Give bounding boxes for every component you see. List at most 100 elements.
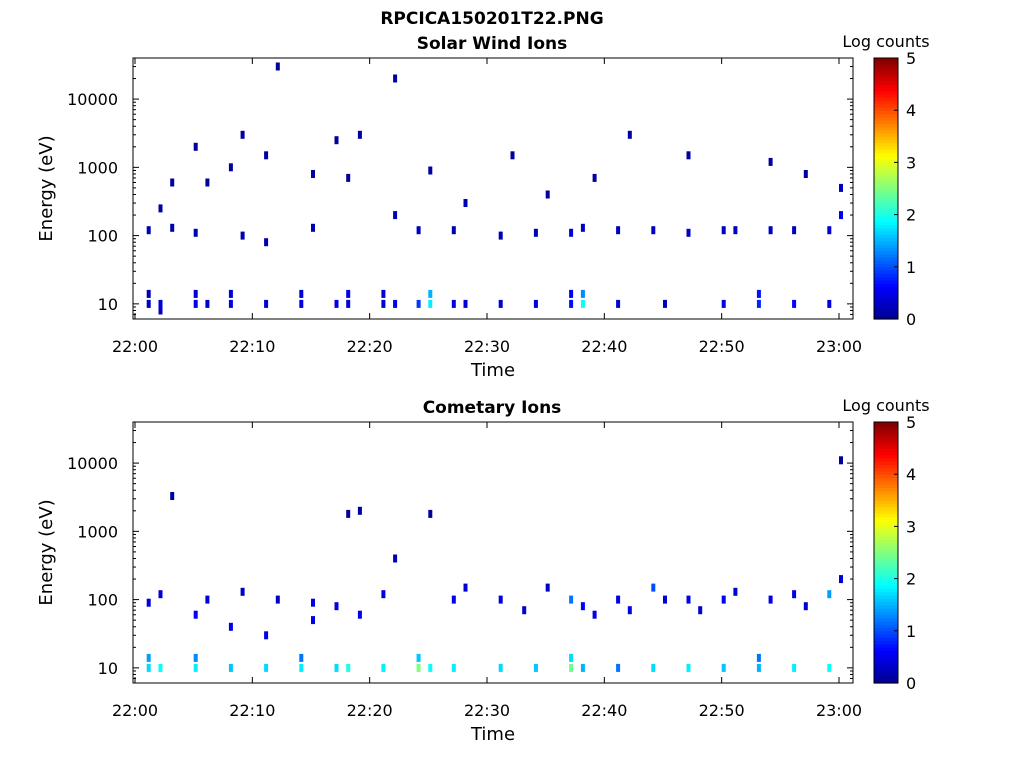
heatmap-cell xyxy=(311,616,315,625)
heatmap-cell xyxy=(193,142,198,151)
colorbar-segment xyxy=(874,90,898,95)
heatmap-cell xyxy=(580,663,585,672)
colorbar-segment xyxy=(874,523,898,527)
colorbar-segment xyxy=(874,87,898,92)
x-tick-label: 22:20 xyxy=(347,337,393,356)
colorbar-segment xyxy=(874,510,898,514)
figure-title: RPCICA150201T22.PNG xyxy=(380,9,603,29)
heatmap-cell xyxy=(651,663,656,672)
colorbar-segment xyxy=(874,237,898,242)
colorbar-segment xyxy=(874,428,898,433)
heatmap-cell xyxy=(264,631,269,640)
colorbar-segment xyxy=(874,542,898,547)
heatmap-cell xyxy=(381,663,386,672)
x-tick-label: 22:30 xyxy=(464,337,510,356)
plot-frame xyxy=(132,421,854,684)
heatmap-cell xyxy=(193,289,198,298)
colorbar-segment xyxy=(874,588,898,593)
heatmap-cell xyxy=(357,506,362,515)
colorbar-segment xyxy=(874,289,898,294)
colorbar-segment xyxy=(874,650,898,655)
heatmap-cell xyxy=(275,595,280,604)
colorbar-tick-label: 5 xyxy=(906,413,916,432)
colorbar-segment xyxy=(874,601,898,606)
heatmap-cell xyxy=(686,663,691,672)
colorbar-segment xyxy=(874,526,898,531)
heatmap-cell xyxy=(264,151,269,160)
heatmap-cell xyxy=(627,130,632,139)
heatmap-cell xyxy=(839,183,843,192)
colorbar-segment xyxy=(874,653,898,658)
colorbar-segment xyxy=(874,133,898,137)
colorbar-segment xyxy=(874,438,898,443)
colorbar-segment xyxy=(874,84,898,88)
colorbar-segment xyxy=(874,477,898,482)
colorbar-segment xyxy=(874,208,898,212)
colorbar-segment xyxy=(874,243,898,248)
colorbar-segment xyxy=(874,103,898,108)
heatmap-cell xyxy=(240,130,245,139)
colorbar-segment xyxy=(874,591,898,596)
heatmap-cell xyxy=(686,595,691,604)
heatmap-cell xyxy=(569,289,574,298)
colorbar-segment xyxy=(874,594,898,599)
colorbar-tick-label: 2 xyxy=(906,206,916,225)
colorbar-segment xyxy=(874,113,898,118)
heatmap-cell xyxy=(193,653,198,662)
colorbar-segment xyxy=(874,240,898,245)
colorbar-segment xyxy=(874,451,898,456)
x-tick-label: 22:00 xyxy=(112,337,158,356)
heatmap-cell xyxy=(839,575,843,584)
panel-title: Cometary Ions xyxy=(423,398,562,418)
colorbar-segment xyxy=(874,270,898,274)
colorbar-segment xyxy=(874,490,898,495)
heatmap-cell xyxy=(158,204,163,213)
colorbar-segment xyxy=(874,58,898,62)
x-tick-label: 23:00 xyxy=(816,701,862,720)
colorbar-segment xyxy=(874,299,898,304)
colorbar-segment xyxy=(874,260,898,265)
heatmap-cell xyxy=(839,456,843,465)
colorbar-frame xyxy=(873,421,899,684)
heatmap-cell xyxy=(393,299,398,308)
y-tick-label: 100 xyxy=(87,227,118,246)
colorbar-segment xyxy=(874,555,898,560)
heatmap-cell xyxy=(170,178,175,187)
colorbar-segment xyxy=(874,97,898,102)
heatmap-cell xyxy=(545,583,550,592)
colorbar-segment xyxy=(874,614,898,619)
panel-title: Solar Wind Ions xyxy=(417,34,568,54)
colorbar-segment xyxy=(874,611,898,616)
heatmap-cell xyxy=(569,595,574,604)
colorbar-segment xyxy=(874,656,898,661)
heatmap-cell xyxy=(393,554,398,563)
colorbar-segment xyxy=(874,214,898,219)
heatmap-cell xyxy=(827,226,832,235)
colorbar-segment xyxy=(874,64,898,69)
heatmap-cell xyxy=(428,663,433,672)
heatmap-cell xyxy=(768,157,773,166)
colorbar-segment xyxy=(874,552,898,557)
colorbar-segment xyxy=(874,185,898,190)
colorbar-segment xyxy=(874,253,898,258)
colorbar-segment xyxy=(874,493,898,498)
heatmap-cell xyxy=(311,223,315,232)
heatmap-cell xyxy=(334,663,339,672)
x-tick-label: 22:10 xyxy=(229,701,275,720)
colorbar-segment xyxy=(874,296,898,301)
heatmap-cell xyxy=(756,289,761,298)
heatmap-cell xyxy=(311,598,315,607)
heatmap-cell xyxy=(146,663,151,672)
colorbar-segment xyxy=(874,305,898,310)
heatmap-cell xyxy=(228,299,233,308)
colorbar-segment xyxy=(874,666,898,671)
colorbar-segment xyxy=(874,172,898,177)
heatmap-cell xyxy=(651,583,656,592)
colorbar-segment xyxy=(874,309,898,314)
heatmap-cell xyxy=(533,299,538,308)
y-tick-label: 100 xyxy=(87,591,118,610)
heatmap-cell xyxy=(193,610,198,619)
heatmap-cell xyxy=(146,289,151,298)
heatmap-cell xyxy=(428,509,433,518)
colorbar-segment xyxy=(874,159,898,163)
